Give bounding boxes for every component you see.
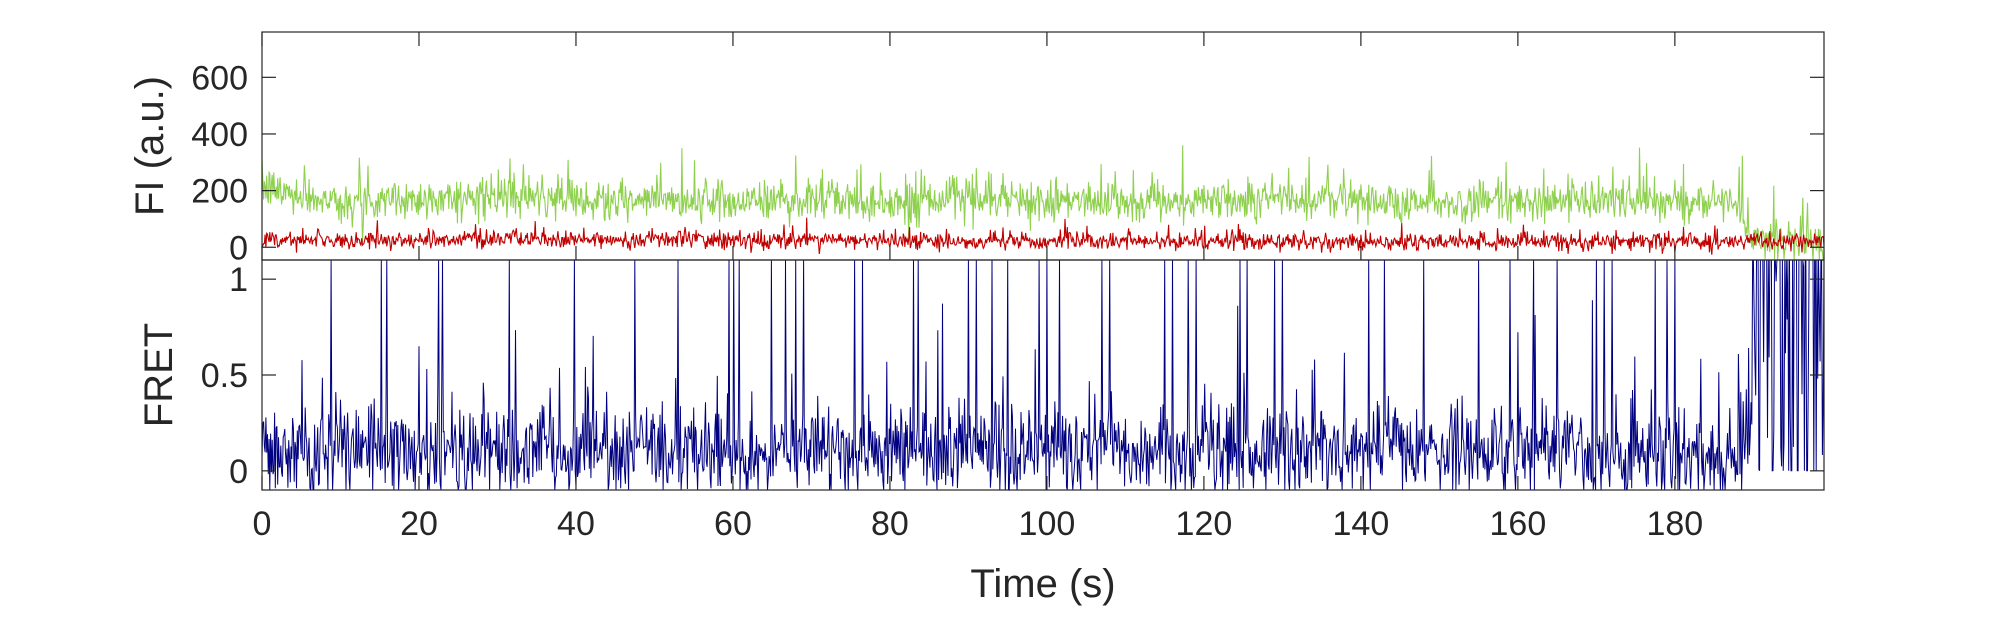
fret-y-axis-label: FRET <box>137 323 181 427</box>
fret-efficiency-trace <box>261 259 1825 492</box>
donor-intensity-trace <box>261 145 1825 262</box>
x-axis-label: Time (s) <box>970 562 1115 606</box>
intensity-y-ticks: 0 200 400 600 <box>191 59 1824 267</box>
acceptor-intensity-trace <box>261 217 1825 255</box>
fret-y-ticks: 00.51 <box>201 261 1824 491</box>
x-tick-label: 60 <box>714 505 752 543</box>
x-tick-label: 180 <box>1646 505 1703 543</box>
intensity-y-tick-label: 200 <box>191 173 248 211</box>
fret-y-tick-label: 0.5 <box>201 357 248 395</box>
intensity-y-tick-label: 400 <box>191 116 248 154</box>
x-tick-label: 100 <box>1019 505 1076 543</box>
fret-y-tick-label: 1 <box>229 261 248 299</box>
x-tick-label: 140 <box>1333 505 1390 543</box>
intensity-y-axis-label: FI (a.u.) <box>128 76 172 216</box>
fret-axes-box <box>261 259 1825 491</box>
intensity-axes-box <box>261 31 1825 261</box>
x-tick-label: 80 <box>871 505 909 543</box>
fret-plot-area <box>261 259 1825 492</box>
fret-panel: 00.51 0 20 40 60 80 100 120 140 160 180 FRET Time… <box>137 32 1825 606</box>
intensity-panel: 0 200 400 600 FI (a.u.) <box>128 31 1825 267</box>
intensity-y-tick-label: 0 <box>229 229 248 267</box>
x-tick-label: 20 <box>400 505 438 543</box>
fret-x-ticks: 0 20 40 60 80 100 120 140 160 180 <box>253 32 1703 543</box>
intensity-plot-area <box>261 145 1825 262</box>
x-tick-label: 40 <box>557 505 595 543</box>
x-tick-label: 0 <box>253 505 272 543</box>
intensity-y-tick-label: 600 <box>191 59 248 97</box>
fret-y-tick-label: 0 <box>229 453 248 491</box>
x-tick-label: 120 <box>1176 505 1233 543</box>
x-tick-label: 160 <box>1490 505 1547 543</box>
